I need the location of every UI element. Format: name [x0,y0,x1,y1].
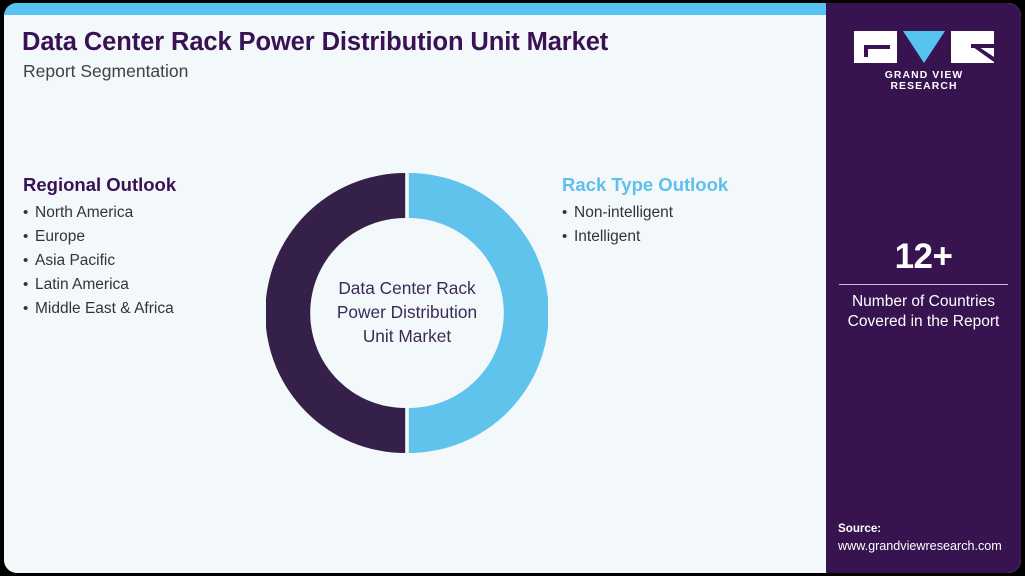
donut-slice-rack-type [408,173,549,453]
logo-marks [854,31,994,63]
countries-stat-label-line-2: Covered in the Report [847,312,1000,330]
bullet-icon: • [23,299,29,317]
regional-outlook-heading: Regional Outlook [23,174,177,195]
countries-stat-label-line-1: Number of Countries [851,293,995,310]
list-item-label: Europe [35,228,85,246]
donut-center-line-3: Unit Market [362,325,452,346]
list-item-label: Non-intelligent [574,204,674,222]
rack-type-outlook-block: Rack Type Outlook • Non-intelligent • In… [562,174,729,249]
list-item-label: Asia Pacific [35,251,116,269]
donut-slice-regional [265,173,406,453]
donut-center-label: Data Center Rack Power Distribution Unit… [312,277,502,349]
list-item: • Asia Pacific [23,249,176,273]
bullet-icon: • [23,228,29,246]
bullet-icon: • [23,204,29,222]
main-card: Data Center Rack Power Distribution Unit… [4,3,1021,573]
logo-v-triangle-icon [903,31,945,63]
list-item: • Latin America [23,273,176,297]
list-item: • Europe [23,225,176,249]
brand-logo: GRAND VIEW RESEARCH [854,31,994,92]
donut-center-line-1: Data Center Rack [338,278,476,299]
logo-wordmark: GRAND VIEW RESEARCH [884,70,964,92]
list-item-label: Latin America [35,275,129,293]
list-item: • Non-intelligent [562,201,728,225]
bullet-icon: • [562,228,568,246]
rack-type-outlook-heading: Rack Type Outlook [562,174,729,195]
list-item: • Intelligent [562,225,728,249]
source-block: Source: www.grandviewresearch.com [838,521,1021,555]
bullet-icon: • [562,204,568,222]
bullet-icon: • [23,251,29,269]
list-item: • Middle East & Africa [23,297,176,321]
side-panel: GRAND VIEW RESEARCH 12+ Number of Countr… [826,3,1021,573]
source-title: Source: [838,522,882,536]
donut-chart-svg [265,173,549,453]
stat-divider [839,284,1008,285]
logo-r-icon [951,31,994,63]
page-title: Data Center Rack Power Distribution Unit… [22,28,609,56]
page-subtitle: Report Segmentation [23,61,189,81]
top-accent-bar [4,3,828,15]
list-item-label: Intelligent [574,228,641,246]
countries-stat-label: Number of Countries Covered in the Repor… [836,292,1011,331]
bullet-icon: • [23,275,29,293]
source-url[interactable]: www.grandviewresearch.com [838,539,1002,553]
logo-g-icon [854,31,897,63]
list-item: • North America [23,201,176,225]
countries-stat-block: 12+ Number of Countries Covered in the R… [836,239,1011,331]
countries-stat-number: 12+ [894,237,953,276]
list-item-label: North America [35,204,134,222]
list-item-label: Middle East & Africa [35,299,174,317]
regional-outlook-list: • North America • Europe • Asia Pacific … [23,201,176,320]
regional-outlook-block: Regional Outlook • North America • Europ… [23,174,177,320]
donut-center-line-2: Power Distribution [336,302,478,323]
rack-type-outlook-list: • Non-intelligent • Intelligent [562,201,728,249]
donut-chart: Data Center Rack Power Distribution Unit… [265,172,549,454]
